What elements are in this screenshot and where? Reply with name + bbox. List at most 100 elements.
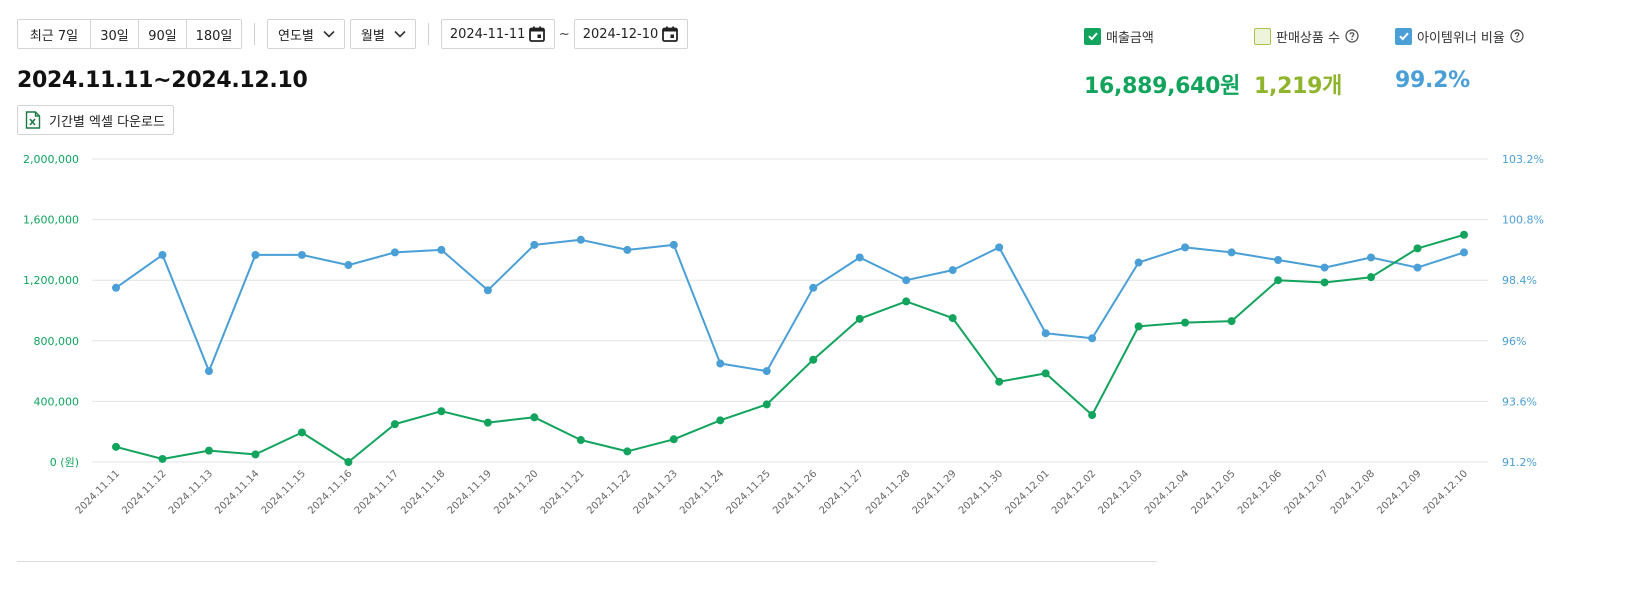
item-winner-series-point xyxy=(530,240,539,249)
item-winner-series-line xyxy=(115,238,1465,373)
sales-series-point xyxy=(297,428,306,437)
chevron-down-icon xyxy=(323,30,335,38)
left-tick-label: 2,000,000 xyxy=(23,153,79,166)
calendar-icon[interactable] xyxy=(661,25,679,43)
series-layer xyxy=(112,230,1468,466)
products-sold-value: 1,219개 xyxy=(1254,74,1343,99)
chevron-down-icon xyxy=(394,30,406,38)
x-tick-label: 2024.12.02 xyxy=(1050,468,1098,516)
sales-series xyxy=(112,230,1468,466)
item-winner-series-point xyxy=(809,283,818,292)
start-date-field[interactable]: 2024-11-11 xyxy=(440,19,555,49)
item-winner-series-point xyxy=(1134,258,1143,267)
toolbar-divider xyxy=(427,23,429,45)
left-tick-label: 400,000 xyxy=(34,395,80,408)
sales-series-point xyxy=(1041,369,1050,378)
month-select[interactable]: 월별 xyxy=(349,19,416,49)
sales-series-point xyxy=(158,454,167,463)
products-sold-checkbox[interactable] xyxy=(1254,27,1271,45)
item-winner-series-point xyxy=(1088,334,1097,343)
item-winner-series-point xyxy=(112,283,120,292)
period-button-90d[interactable]: 90일 xyxy=(138,20,186,48)
period-button-30d[interactable]: 30일 xyxy=(90,20,138,48)
right-axis: 91.2% 93.6% 96% 98.4% 100.8% 103.2% xyxy=(1502,153,1544,469)
year-select-label: 연도별 xyxy=(278,28,314,44)
sales-series-point xyxy=(1320,278,1329,287)
bottom-divider xyxy=(17,561,1157,562)
metric-sales: 매출금액 16,889,640원 xyxy=(1084,26,1240,100)
item-winner-series-point xyxy=(902,276,911,285)
toolbar-divider xyxy=(254,23,255,45)
item-winner-series-point xyxy=(251,250,260,259)
x-tick-label: 2024.11.14 xyxy=(213,468,261,516)
sales-series-point xyxy=(902,297,911,306)
start-date-value: 2024-11-11 xyxy=(449,26,526,42)
help-icon[interactable] xyxy=(1510,29,1524,43)
sales-series-point xyxy=(1274,276,1283,285)
month-select-label: 월별 xyxy=(360,28,385,44)
sales-series-point xyxy=(1413,244,1422,253)
item-winner-series-point xyxy=(1460,248,1468,257)
year-select[interactable]: 연도별 xyxy=(267,19,345,49)
sales-series-point xyxy=(530,413,539,422)
item-winner-series-point xyxy=(1181,243,1190,252)
x-tick-label: 2024.11.15 xyxy=(260,468,308,516)
sales-series-point xyxy=(1367,273,1376,282)
x-tick-label: 2024.11.30 xyxy=(957,468,1005,516)
x-tick-label: 2024.11.13 xyxy=(167,468,215,516)
calendar-icon[interactable] xyxy=(528,25,546,43)
x-tick-label: 2024.12.07 xyxy=(1282,468,1330,516)
item-winner-series-point xyxy=(576,235,585,244)
left-tick-label: 1,200,000 xyxy=(23,274,79,287)
end-date-field[interactable]: 2024-12-10 xyxy=(573,19,688,49)
item-winner-series-point xyxy=(995,243,1004,252)
sales-series-point xyxy=(623,447,632,456)
period-button-180d[interactable]: 180일 xyxy=(186,20,241,48)
item-winner-series-point xyxy=(623,245,632,254)
sales-series-point xyxy=(437,407,446,416)
sales-value: 16,889,640원 xyxy=(1084,74,1241,99)
item-winner-series-point xyxy=(344,261,353,270)
item-winner-series-point xyxy=(158,250,167,259)
item-winner-series-point xyxy=(483,286,492,295)
sales-series-point xyxy=(1460,230,1468,239)
sales-series-point xyxy=(112,442,120,451)
x-tick-label: 2024.12.05 xyxy=(1189,468,1237,516)
item-winner-label: 아이템위너 비율 xyxy=(1417,30,1505,46)
sales-series-point xyxy=(995,377,1004,386)
item-winner-checkbox[interactable] xyxy=(1395,27,1412,45)
item-winner-series-point xyxy=(762,367,771,376)
right-tick-label: 98.4% xyxy=(1502,274,1537,287)
sales-series-point xyxy=(669,435,678,444)
sales-series-point xyxy=(1134,322,1143,331)
right-tick-label: 100.8% xyxy=(1502,214,1544,227)
x-tick-label: 2024.11.26 xyxy=(771,468,819,516)
item-winner-series-point xyxy=(1274,256,1283,264)
item-winner-series-point xyxy=(669,240,678,249)
item-winner-series-point xyxy=(1413,263,1422,272)
item-winner-series-point xyxy=(437,245,446,254)
x-tick-label: 2024.11.12 xyxy=(120,468,168,516)
x-tick-label: 2024.11.24 xyxy=(678,468,726,516)
x-tick-label: 2024.12.04 xyxy=(1143,468,1191,516)
sales-checkbox[interactable] xyxy=(1084,27,1101,45)
x-tick-label: 2024.12.01 xyxy=(1004,468,1052,516)
help-icon[interactable] xyxy=(1345,29,1359,43)
sales-series-point xyxy=(1181,318,1190,327)
sales-label: 매출금액 xyxy=(1106,30,1154,46)
right-tick-label: 93.6% xyxy=(1502,395,1537,408)
x-tick-label: 2024.11.23 xyxy=(632,468,680,516)
excel-download-button[interactable]: 기간별 엑셀 다운로드 xyxy=(17,105,174,135)
sales-trend-chart: 0 (원) 400,000 800,000 1,200,000 1,600,000 2,0… xyxy=(23,153,1544,517)
x-tick-label: 2024.12.09 xyxy=(1375,468,1423,516)
period-button-7d[interactable]: 최근 7일 xyxy=(18,20,90,48)
sales-series-line xyxy=(115,233,1465,463)
period-button-group: 최근 7일 30일 90일 180일 xyxy=(17,19,242,49)
date-range-title: 2024.11.11~2024.12.10 xyxy=(17,68,308,93)
x-tick-label: 2024.11.29 xyxy=(911,468,959,516)
toolbar: 최근 7일 30일 90일 180일 연도별 월별 2024-11-11 ~ 2… xyxy=(17,19,688,49)
products-sold-label: 판매상품 수 xyxy=(1276,30,1340,46)
sales-series-point xyxy=(251,450,260,459)
x-tick-label: 2024.12.03 xyxy=(1096,468,1144,516)
item-winner-series-point xyxy=(1367,253,1376,262)
